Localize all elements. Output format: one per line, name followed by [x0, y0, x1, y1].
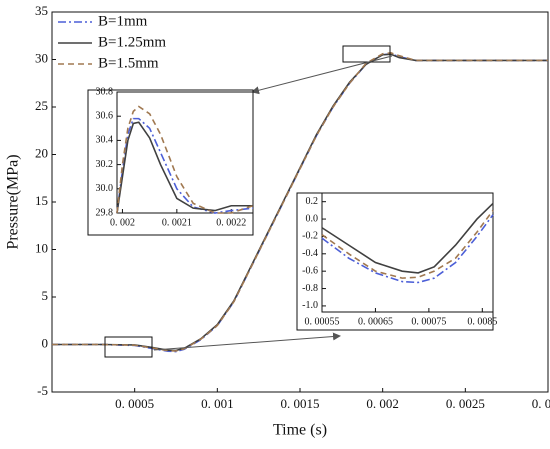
x-axis-label: Time (s): [273, 422, 327, 439]
y-tick-label: 30: [35, 50, 48, 65]
y-tick-label: 30.0: [96, 183, 114, 194]
y-tick-label: 25: [35, 98, 48, 113]
y-tick-label: 0.2: [306, 196, 319, 207]
y-tick-label: 0.0: [306, 213, 319, 224]
x-tick-label: 0. 003: [532, 396, 550, 411]
y-tick-label: -0.4: [302, 248, 318, 259]
zoom-box: [104, 336, 153, 358]
y-tick-label: -0.8: [302, 283, 318, 294]
y-tick-label: 20: [35, 145, 48, 160]
plot-frame: [116, 91, 254, 214]
inset-frame: [296, 192, 494, 331]
x-tick-label: 0. 00075: [411, 316, 446, 327]
y-tick-label: 0: [42, 335, 49, 350]
x-tick-label: 0. 0005: [115, 396, 154, 411]
zoom-box: [342, 45, 391, 63]
y-tick-label: 30.4: [96, 135, 114, 146]
legend-label: B=1.5mm: [98, 55, 159, 71]
x-tick-label: 0. 002: [366, 396, 399, 411]
plot-frame: [321, 192, 494, 313]
series-line: [116, 117, 254, 214]
x-tick-label: 0. 0021: [162, 217, 192, 228]
arrow: [153, 332, 341, 351]
y-tick-label: -0.6: [302, 265, 318, 276]
y-tick-label: 15: [35, 193, 48, 208]
x-tick-label: 0. 001: [201, 396, 234, 411]
arrow: [251, 55, 393, 95]
series-line: [321, 209, 494, 279]
series-line: [116, 105, 254, 214]
series-line: [52, 52, 548, 352]
y-tick-label: 30.8: [96, 86, 114, 97]
y-tick-label: 29.8: [96, 207, 114, 218]
inset-plot: 0.2 0.0 -0.2 -0.4 -0.6 -0.8 -1.0 0. 00055 0. 000…: [302, 192, 497, 327]
legend-label: B=1.25mm: [98, 34, 166, 50]
y-tick-label: -1.0: [302, 300, 318, 311]
y-tick-label: 30.2: [96, 159, 114, 170]
y-tick-label: 5: [42, 288, 49, 303]
series-line: [321, 214, 494, 284]
y-tick-label: 30.6: [96, 110, 114, 121]
x-tick-label: 0. 0085: [467, 316, 497, 327]
legend-label: B=1mm: [98, 13, 148, 29]
y-tick-label: -5: [37, 383, 48, 398]
x-tick-label: 0. 00055: [305, 316, 340, 327]
x-tick-label: 0. 0015: [281, 396, 320, 411]
x-tick-label: 0. 00065: [358, 316, 393, 327]
y-tick-label: 35: [35, 3, 48, 18]
y-tick-label: -0.2: [302, 231, 318, 242]
series-line: [116, 121, 253, 214]
inset-plot: 29.8 30.0 30.2 30.4 30.6 30.8 0. 002 0. 0021 0. …: [96, 86, 254, 228]
main-plot: -5 0 5 10 15 20 25 30 35 0. 0005 0. 001 0. 0015 0. 0…: [5, 3, 550, 439]
x-tick-label: 0. 002: [110, 217, 135, 228]
x-tick-label: 0. 0025: [446, 396, 485, 411]
y-tick-label: 10: [35, 240, 48, 255]
y-axis-label: Pressure(MPa): [5, 154, 22, 249]
x-tick-label: 0. 0022: [216, 217, 246, 228]
series-line: [321, 202, 494, 274]
